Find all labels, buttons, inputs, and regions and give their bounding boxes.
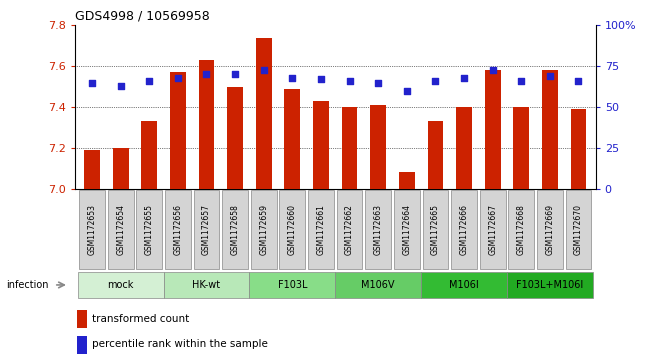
Point <box>344 78 355 84</box>
FancyBboxPatch shape <box>480 190 506 269</box>
FancyBboxPatch shape <box>335 272 421 298</box>
Text: GSM1172655: GSM1172655 <box>145 204 154 255</box>
FancyBboxPatch shape <box>365 190 391 269</box>
FancyBboxPatch shape <box>421 272 507 298</box>
Bar <box>428 121 443 189</box>
Text: GSM1172653: GSM1172653 <box>87 204 96 255</box>
FancyBboxPatch shape <box>508 190 534 269</box>
Text: GSM1172663: GSM1172663 <box>374 204 383 255</box>
Bar <box>399 172 415 189</box>
Bar <box>313 101 329 189</box>
Text: M106I: M106I <box>449 280 479 290</box>
Text: F103L: F103L <box>277 280 307 290</box>
FancyBboxPatch shape <box>507 272 593 298</box>
Text: GSM1172657: GSM1172657 <box>202 204 211 255</box>
FancyBboxPatch shape <box>165 190 191 269</box>
Text: GSM1172659: GSM1172659 <box>259 204 268 255</box>
FancyBboxPatch shape <box>251 190 277 269</box>
Bar <box>370 105 386 189</box>
Point <box>574 78 584 84</box>
FancyBboxPatch shape <box>566 190 591 269</box>
FancyBboxPatch shape <box>193 190 219 269</box>
Point <box>316 76 326 82</box>
Text: GSM1172665: GSM1172665 <box>431 204 440 255</box>
Point <box>373 79 383 85</box>
Bar <box>84 150 100 189</box>
Text: GSM1172658: GSM1172658 <box>230 204 240 255</box>
Text: GSM1172661: GSM1172661 <box>316 204 326 255</box>
Bar <box>456 107 472 189</box>
Text: GSM1172660: GSM1172660 <box>288 204 297 255</box>
Point <box>430 78 441 84</box>
Point <box>287 75 298 81</box>
Point <box>402 88 412 94</box>
Point <box>230 72 240 77</box>
FancyBboxPatch shape <box>279 190 305 269</box>
Text: GSM1172656: GSM1172656 <box>173 204 182 255</box>
Bar <box>571 109 587 189</box>
Text: HK-wt: HK-wt <box>193 280 221 290</box>
Point <box>115 83 126 89</box>
Text: percentile rank within the sample: percentile rank within the sample <box>92 339 268 349</box>
FancyBboxPatch shape <box>394 190 420 269</box>
Bar <box>77 310 87 329</box>
Point <box>258 67 269 73</box>
FancyBboxPatch shape <box>163 272 249 298</box>
Bar <box>199 60 214 189</box>
Bar <box>113 148 128 189</box>
Bar <box>227 87 243 189</box>
Bar <box>542 70 558 189</box>
Text: GSM1172654: GSM1172654 <box>116 204 125 255</box>
Point <box>516 78 527 84</box>
Bar <box>485 70 501 189</box>
Point <box>488 67 498 73</box>
Point <box>144 78 154 84</box>
Text: GSM1172666: GSM1172666 <box>460 204 469 255</box>
Bar <box>77 336 87 354</box>
Text: F103L+M106I: F103L+M106I <box>516 280 583 290</box>
Point <box>201 72 212 77</box>
Bar <box>170 72 186 189</box>
Text: GSM1172664: GSM1172664 <box>402 204 411 255</box>
FancyBboxPatch shape <box>79 190 105 269</box>
Bar <box>256 38 271 189</box>
FancyBboxPatch shape <box>222 190 248 269</box>
FancyBboxPatch shape <box>137 190 162 269</box>
FancyBboxPatch shape <box>422 190 449 269</box>
Point <box>545 73 555 79</box>
Text: mock: mock <box>107 280 134 290</box>
Text: GSM1172667: GSM1172667 <box>488 204 497 255</box>
Text: transformed count: transformed count <box>92 314 189 324</box>
Bar <box>514 107 529 189</box>
FancyBboxPatch shape <box>537 190 562 269</box>
Text: GSM1172668: GSM1172668 <box>517 204 526 255</box>
Bar <box>342 107 357 189</box>
FancyBboxPatch shape <box>308 190 334 269</box>
Text: infection: infection <box>6 280 48 290</box>
Text: GSM1172670: GSM1172670 <box>574 204 583 255</box>
Text: GSM1172662: GSM1172662 <box>345 204 354 255</box>
FancyBboxPatch shape <box>337 190 363 269</box>
Bar <box>141 121 157 189</box>
FancyBboxPatch shape <box>249 272 335 298</box>
Text: GDS4998 / 10569958: GDS4998 / 10569958 <box>75 10 210 23</box>
Point <box>173 75 183 81</box>
FancyBboxPatch shape <box>108 190 133 269</box>
Text: M106V: M106V <box>361 280 395 290</box>
Bar <box>284 89 300 189</box>
Text: GSM1172669: GSM1172669 <box>546 204 555 255</box>
Point <box>87 79 97 85</box>
FancyBboxPatch shape <box>77 272 163 298</box>
Point <box>459 75 469 81</box>
FancyBboxPatch shape <box>451 190 477 269</box>
